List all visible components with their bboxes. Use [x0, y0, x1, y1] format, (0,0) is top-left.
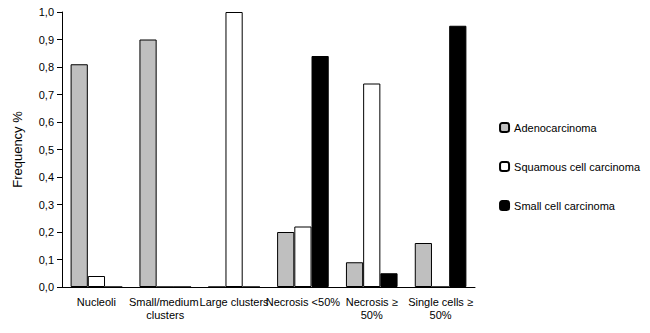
svg-text:0,5: 0,5 — [39, 144, 54, 156]
svg-text:0,1: 0,1 — [39, 254, 54, 266]
svg-text:Adenocarcinoma: Adenocarcinoma — [514, 122, 597, 134]
svg-text:Single cells ≥: Single cells ≥ — [408, 296, 473, 308]
svg-text:50%: 50% — [361, 309, 383, 321]
svg-text:0,4: 0,4 — [39, 171, 54, 183]
svg-text:0,6: 0,6 — [39, 116, 54, 128]
svg-text:Small/medium: Small/medium — [129, 296, 202, 308]
svg-text:Nucleoli: Nucleoli — [77, 296, 116, 308]
svg-text:Large clusters: Large clusters — [200, 296, 270, 308]
svg-text:Small cell carcinoma: Small cell carcinoma — [514, 200, 616, 212]
svg-text:0,9: 0,9 — [39, 34, 54, 46]
svg-text:Necrosis ≥: Necrosis ≥ — [346, 296, 398, 308]
svg-text:Squamous cell carcinoma: Squamous cell carcinoma — [514, 161, 641, 173]
svg-text:Frequency %: Frequency % — [10, 111, 25, 188]
svg-text:50%: 50% — [430, 309, 452, 321]
svg-text:0,2: 0,2 — [39, 226, 54, 238]
svg-text:clusters: clusters — [146, 309, 184, 321]
svg-text:0,0: 0,0 — [39, 281, 54, 293]
svg-text:Necrosis <50%: Necrosis <50% — [266, 296, 341, 308]
svg-text:0,3: 0,3 — [39, 199, 54, 211]
svg-text:1,0: 1,0 — [39, 6, 54, 18]
svg-text:0,8: 0,8 — [39, 61, 54, 73]
svg-text:0,7: 0,7 — [39, 89, 54, 101]
